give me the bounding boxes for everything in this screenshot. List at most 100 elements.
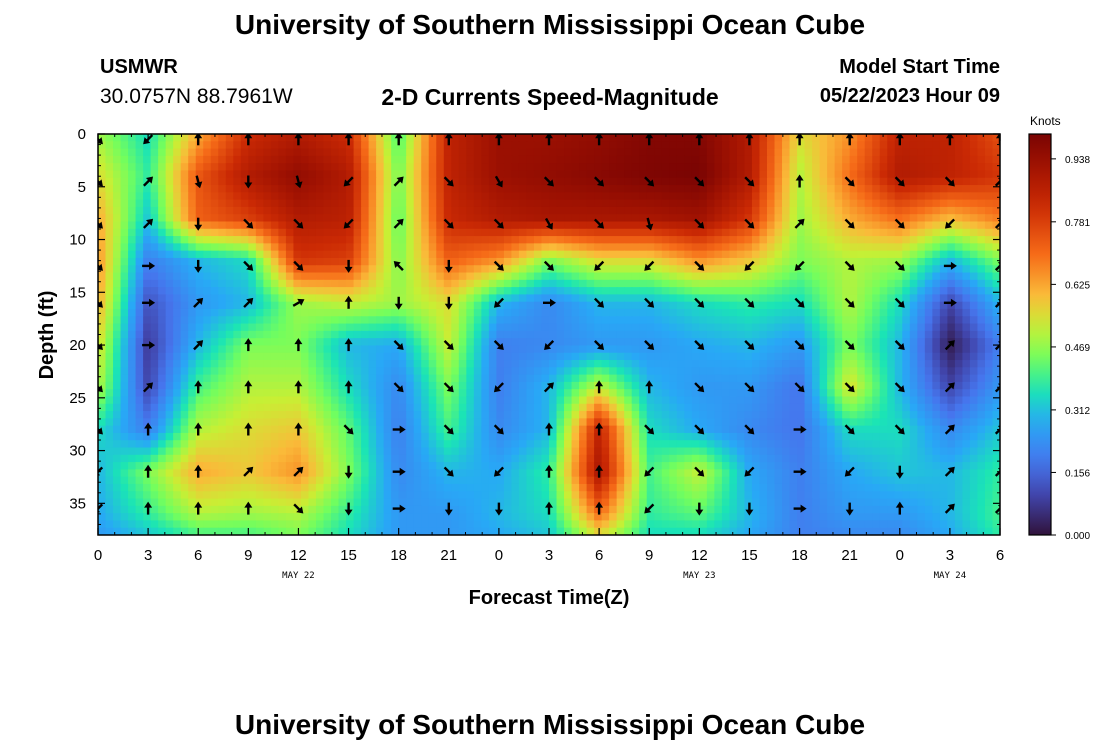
heatmap-cell (962, 221, 971, 230)
heatmap-cell (736, 381, 746, 390)
heatmap-cell (511, 221, 520, 230)
heatmap-cell (496, 236, 505, 244)
heatmap-cell (120, 185, 129, 193)
heatmap-cell (586, 294, 595, 303)
heatmap-cell (391, 294, 400, 303)
heatmap-cell (721, 272, 730, 281)
heatmap-cell (165, 308, 174, 317)
heatmap-cell (624, 301, 633, 310)
heatmap-cell (323, 352, 332, 361)
heatmap-cell (143, 148, 152, 157)
heatmap-cell (609, 185, 618, 193)
heatmap-cell (210, 396, 219, 405)
heatmap-cell (210, 287, 219, 295)
heatmap-cell (210, 243, 219, 252)
heatmap-cell (782, 214, 791, 223)
heatmap-cell (315, 403, 325, 412)
heatmap-cell (458, 250, 467, 259)
heatmap-cell (902, 170, 911, 179)
heatmap-cell (812, 199, 821, 208)
heatmap-cell (804, 134, 813, 142)
heatmap-cell (173, 345, 182, 354)
heatmap-cell (676, 287, 685, 295)
heatmap-cell (639, 323, 648, 332)
heatmap-cell (947, 257, 956, 266)
heatmap-cell (323, 185, 332, 193)
heatmap-cell (346, 163, 355, 172)
heatmap-cell (684, 374, 693, 383)
heatmap-cell (586, 265, 595, 274)
heatmap-cell (654, 192, 663, 201)
heatmap-cell (736, 228, 746, 237)
heatmap-cell (601, 389, 610, 398)
heatmap-cell (443, 389, 452, 398)
heatmap-cell (669, 287, 678, 295)
heatmap-cell (428, 192, 437, 201)
heatmap-cell (556, 134, 565, 142)
heatmap-cell (631, 287, 640, 295)
heatmap-cell (278, 192, 287, 201)
heatmap-cell (113, 352, 122, 361)
heatmap-cell (714, 330, 723, 339)
heatmap-cell (376, 206, 385, 215)
heatmap-cell (188, 345, 197, 354)
heatmap-cell (398, 279, 407, 288)
heatmap-cell (188, 163, 197, 172)
heatmap-cell (218, 148, 227, 157)
heatmap-cell (887, 396, 896, 405)
heatmap-cell (992, 425, 1000, 434)
heatmap-cell (428, 381, 437, 390)
heatmap-cell (571, 323, 580, 332)
heatmap-cell (270, 228, 279, 237)
heatmap-cell (526, 418, 535, 427)
heatmap-cell (932, 155, 941, 164)
heatmap-cell (188, 396, 197, 405)
heatmap-cell (676, 257, 685, 266)
heatmap-cell (812, 272, 821, 281)
heatmap-cell (751, 287, 761, 295)
heatmap-cell (458, 411, 467, 419)
heatmap-cell (744, 279, 753, 288)
heatmap-cell (98, 250, 107, 259)
heatmap-cell (218, 418, 227, 427)
heatmap-cell (564, 250, 573, 259)
heatmap-cell (669, 411, 678, 419)
heatmap-cell (248, 338, 257, 347)
heatmap-cell (503, 294, 513, 303)
heatmap-cell (526, 155, 535, 164)
heatmap-cell (173, 163, 182, 172)
heatmap-cell (676, 403, 685, 412)
heatmap-cell (128, 185, 137, 193)
heatmap-cell (984, 214, 994, 223)
heatmap-cell (451, 323, 460, 332)
heatmap-cell (173, 411, 182, 419)
heatmap-cell (827, 199, 836, 208)
heatmap-cell (729, 243, 738, 252)
heatmap-cell (721, 411, 730, 419)
heatmap-cell (361, 338, 370, 347)
heatmap-cell (609, 134, 618, 142)
heatmap-cell (691, 228, 700, 237)
heatmap-cell (285, 170, 295, 179)
heatmap-cell (969, 425, 979, 434)
heatmap-cell (533, 250, 543, 259)
heatmap-cell (857, 381, 866, 390)
heatmap-cell (488, 221, 497, 230)
heatmap-cell (353, 338, 362, 347)
heatmap-cell (293, 185, 302, 193)
heatmap-cell (406, 418, 415, 427)
heatmap-cell (819, 294, 828, 303)
heatmap-cell (797, 360, 806, 368)
heatmap-cell (857, 403, 866, 412)
heatmap-cell (721, 294, 730, 303)
heatmap-cell (872, 177, 881, 186)
heatmap-cell (624, 396, 633, 405)
heatmap-cell (473, 425, 482, 434)
heatmap-cell (150, 381, 159, 390)
heatmap-cell (721, 185, 730, 193)
heatmap-cell (586, 360, 595, 368)
heatmap-cell (947, 403, 956, 412)
heatmap-cell (128, 279, 137, 288)
heatmap-cell (977, 257, 986, 266)
heatmap-cell (361, 243, 370, 252)
